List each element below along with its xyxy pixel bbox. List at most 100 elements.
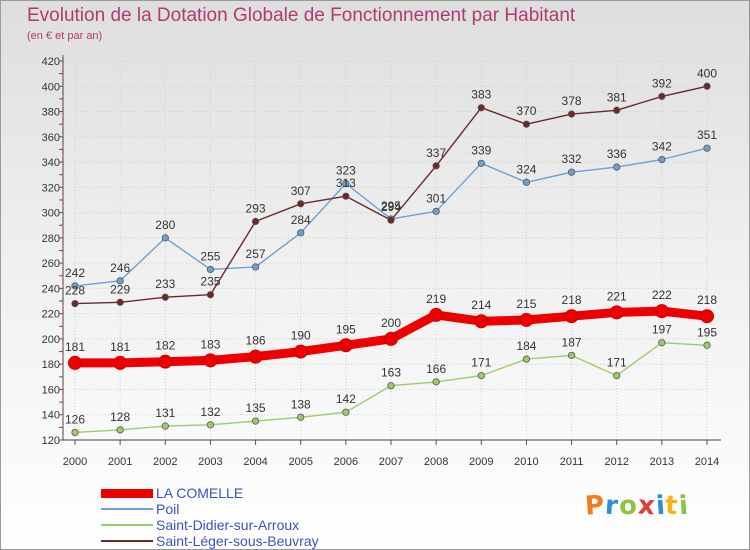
data-point [567,110,576,118]
data-label: 295 [381,199,401,213]
logo-letter: i [677,490,690,522]
data-label: 214 [471,298,491,312]
legend-swatch [101,533,153,549]
data-point [474,314,489,329]
data-label: 200 [381,316,401,330]
data-point [71,428,79,437]
data-point [387,216,395,224]
data-point [567,351,576,359]
data-point [297,413,305,421]
x-tick-label: 2006 [334,456,358,468]
data-label: 163 [381,366,401,380]
data-label: 294 [381,200,401,214]
data-label: 323 [336,164,356,178]
data-point [477,104,485,112]
data-point [429,307,444,322]
data-point [387,382,395,390]
data-point [703,82,711,90]
data-point [338,338,353,353]
data-point [658,92,666,100]
data-point [613,106,621,114]
data-label: 128 [110,410,130,424]
data-point [658,155,666,164]
data-point [567,168,576,176]
x-tick-label: 2003 [198,456,222,468]
data-point [116,277,124,285]
data-label: 187 [562,335,582,349]
y-tick-label: 420 [42,56,60,68]
y-tick-label: 280 [42,233,60,245]
data-point [432,378,440,386]
data-label: 370 [516,104,536,118]
data-label: 337 [426,146,446,160]
data-label: 324 [516,162,536,176]
data-point [522,355,531,363]
data-label: 313 [336,176,356,190]
logo-letter: x [636,490,657,522]
data-point [342,408,350,416]
data-label: 246 [110,261,130,275]
data-label: 400 [697,66,717,80]
data-point [522,120,531,128]
logo-letter: P [583,490,607,522]
x-tick-label: 2001 [108,456,132,468]
y-tick-label: 120 [42,435,60,447]
y-tick-label: 200 [42,334,60,346]
data-point [251,263,260,271]
x-tick-label: 2010 [514,456,538,468]
data-label: 284 [291,213,311,227]
data-point [251,217,260,226]
data-point [158,354,173,369]
data-point [297,200,305,208]
data-point [116,426,124,434]
data-label: 242 [65,266,85,280]
data-label: 182 [155,339,175,353]
data-point [432,162,440,170]
data-point [71,299,79,308]
data-point [432,207,440,215]
data-point [342,179,350,188]
data-label: 186 [246,334,266,348]
x-tick-label: 2008 [424,456,448,468]
data-point [68,355,82,370]
legend-label: Saint-Léger-sous-Beuvray [156,533,319,549]
data-point [71,282,79,290]
data-label: 135 [246,401,266,415]
data-point [297,229,305,237]
data-label: 190 [291,329,311,343]
data-label: 293 [246,201,266,215]
x-tick-label: 2012 [604,456,628,468]
data-point [116,298,124,306]
data-point [522,178,531,186]
data-point [703,144,711,152]
data-label: 171 [607,356,627,370]
data-point [113,355,128,370]
x-tick-label: 2000 [63,456,87,468]
legend-swatch [101,517,153,533]
data-label: 233 [155,277,175,291]
legend-swatch [101,485,153,501]
data-point [161,293,169,301]
data-label: 307 [291,184,311,198]
y-tick-label: 340 [42,157,60,169]
data-point [203,353,218,368]
legend-swatch [101,501,153,517]
data-point [384,331,398,346]
data-label: 392 [652,76,672,90]
data-label: 235 [200,275,220,289]
data-point [700,309,714,324]
data-label: 351 [697,128,717,142]
data-label: 215 [516,297,536,311]
data-point [477,159,485,167]
data-label: 378 [562,94,582,108]
data-label: 197 [652,323,672,337]
x-tick-label: 2013 [650,456,674,468]
x-tick-label: 2004 [243,456,267,468]
data-label: 257 [246,247,266,261]
data-point [206,421,215,429]
data-label: 219 [426,292,446,306]
data-labels: 242 246 280 255 257 284 323 295 301 339 324 332 336 3… [65,66,717,426]
y-tick-label: 220 [42,309,60,321]
